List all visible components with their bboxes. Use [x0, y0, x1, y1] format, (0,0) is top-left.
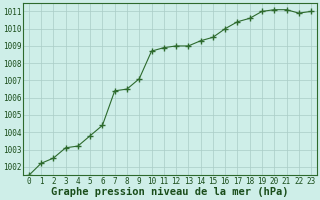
X-axis label: Graphe pression niveau de la mer (hPa): Graphe pression niveau de la mer (hPa): [51, 187, 289, 197]
